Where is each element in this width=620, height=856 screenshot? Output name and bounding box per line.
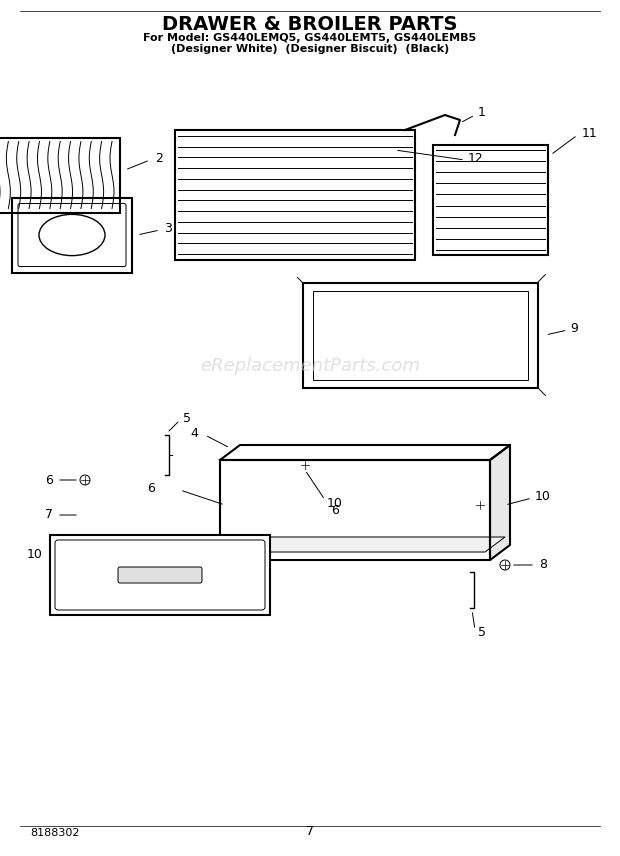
Bar bbox=[0, 138, 120, 212]
Bar bbox=[50, 535, 270, 615]
Text: 5: 5 bbox=[478, 626, 486, 639]
Text: 6: 6 bbox=[147, 482, 155, 495]
Text: 8: 8 bbox=[539, 558, 547, 572]
Text: 3: 3 bbox=[164, 222, 172, 235]
Text: 10: 10 bbox=[27, 549, 43, 562]
Text: 6: 6 bbox=[45, 473, 53, 486]
Text: (Designer White)  (Designer Biscuit)  (Black): (Designer White) (Designer Biscuit) (Bla… bbox=[171, 44, 449, 54]
Text: eReplacementParts.com: eReplacementParts.com bbox=[200, 357, 420, 375]
Bar bbox=[303, 282, 538, 388]
Polygon shape bbox=[225, 537, 505, 552]
Bar bbox=[312, 290, 528, 379]
Text: 6: 6 bbox=[331, 503, 339, 516]
Text: 8188302: 8188302 bbox=[30, 828, 79, 838]
Bar bbox=[175, 130, 415, 260]
Text: 10: 10 bbox=[327, 496, 343, 509]
Text: DRAWER & BROILER PARTS: DRAWER & BROILER PARTS bbox=[162, 15, 458, 33]
Text: 7: 7 bbox=[45, 508, 53, 521]
Text: 4: 4 bbox=[190, 426, 198, 439]
FancyBboxPatch shape bbox=[118, 567, 202, 583]
Text: 9: 9 bbox=[570, 322, 578, 335]
Polygon shape bbox=[490, 445, 510, 560]
Text: 11: 11 bbox=[582, 127, 597, 140]
Text: 10: 10 bbox=[535, 490, 551, 502]
Polygon shape bbox=[220, 445, 510, 460]
Bar bbox=[12, 198, 132, 272]
Polygon shape bbox=[220, 460, 490, 560]
Text: 1: 1 bbox=[478, 105, 486, 118]
Text: 7: 7 bbox=[306, 825, 314, 838]
Text: 2: 2 bbox=[155, 152, 163, 164]
Text: 5: 5 bbox=[183, 412, 191, 425]
Text: 12: 12 bbox=[468, 152, 484, 164]
Bar bbox=[433, 145, 547, 255]
Text: For Model: GS440LEMQ5, GS440LEMT5, GS440LEMB5: For Model: GS440LEMQ5, GS440LEMT5, GS440… bbox=[143, 33, 477, 43]
